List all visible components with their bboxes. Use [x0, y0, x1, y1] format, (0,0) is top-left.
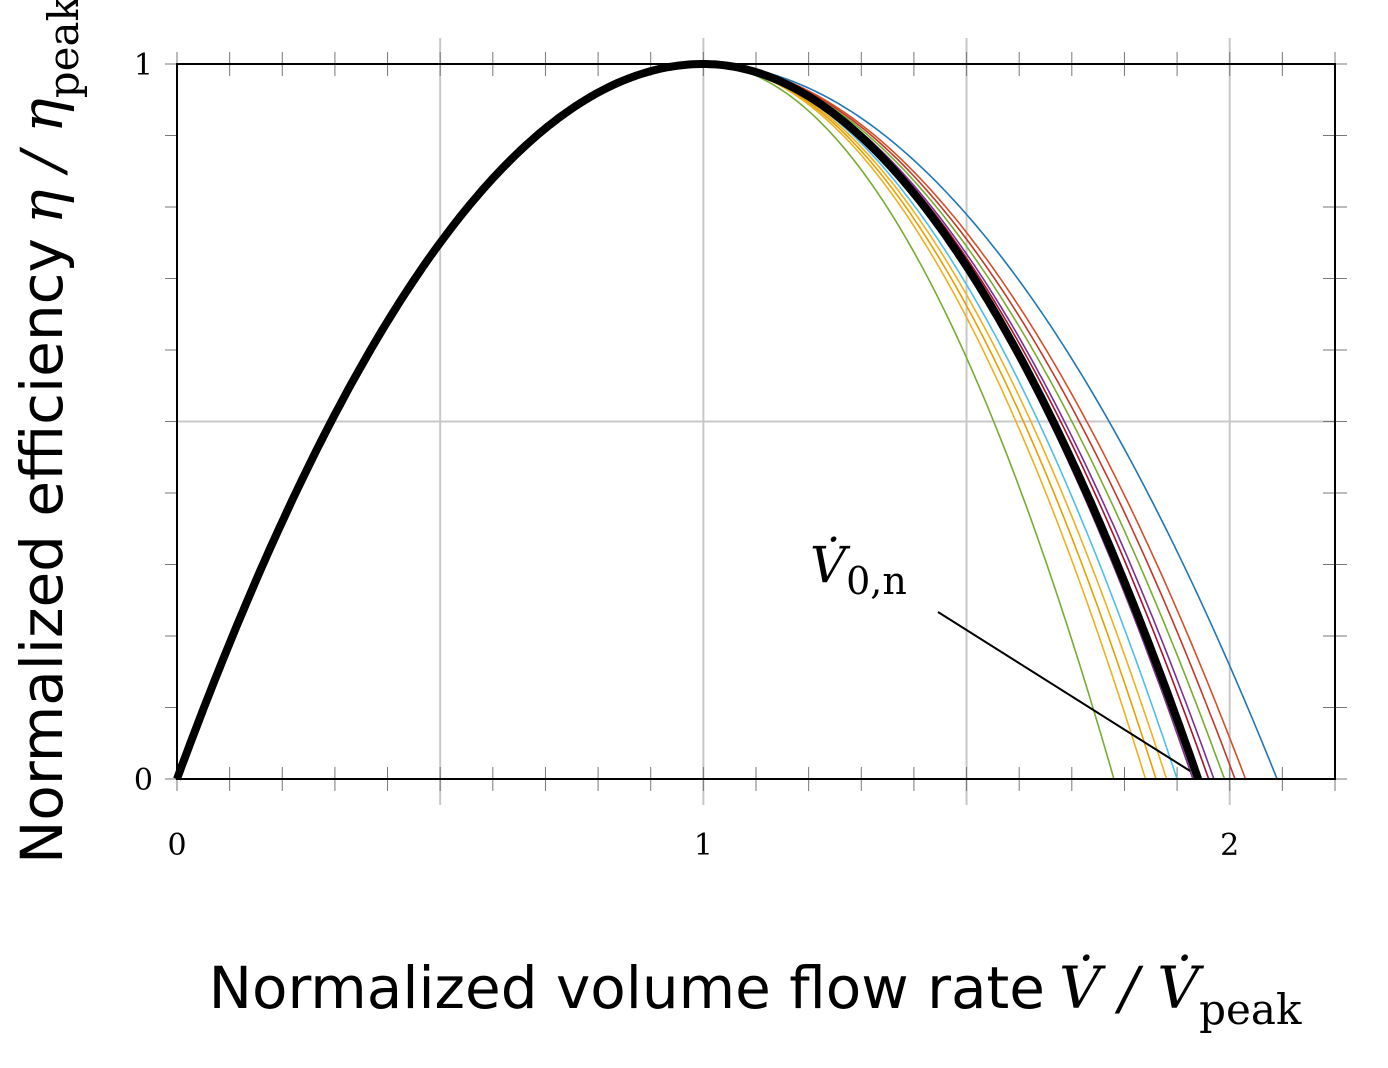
plot-frame — [176, 63, 1336, 780]
y-axis-symbol-sub: peak — [39, 0, 88, 98]
x-axis-symbol-2: V̇ — [1157, 954, 1204, 1022]
y-axis-symbol-2: η — [8, 98, 76, 133]
y-axis-title: Normalized efficiencyη / ηpeak — [8, 0, 88, 864]
x-axis-symbol-sep: / — [1101, 954, 1157, 1022]
y-tick-label: 1 — [134, 48, 153, 83]
y-tick-label: 0 — [134, 763, 153, 798]
x-tick-label: 2 — [1220, 828, 1239, 863]
x-axis-title-text: Normalized volume flow rate — [209, 954, 1045, 1022]
x-tick-label: 1 — [694, 828, 713, 863]
annotation-leader-line — [937, 611, 1191, 772]
grid-lines — [177, 38, 1335, 805]
x-axis-symbol-sub: peak — [1199, 985, 1302, 1034]
annotation-label: V̇0,n — [810, 535, 907, 603]
y-axis-title-text: Normalized efficiency — [8, 238, 76, 864]
y-axis-symbol: η — [8, 189, 76, 224]
x-tick-label: 0 — [167, 828, 186, 863]
y-axis-symbol-sep: / — [8, 133, 76, 189]
annotation-subscript: 0,n — [846, 559, 907, 603]
annotation: V̇0,n — [810, 535, 1191, 772]
x-axis-title: Normalized volume flow rate V̇ / V̇peak — [209, 954, 1302, 1034]
tick-labels: 0 1 2 0 1 — [134, 48, 1239, 863]
annotation-symbol: V̇ — [810, 535, 851, 594]
x-axis-symbol: V̇ — [1059, 954, 1106, 1022]
